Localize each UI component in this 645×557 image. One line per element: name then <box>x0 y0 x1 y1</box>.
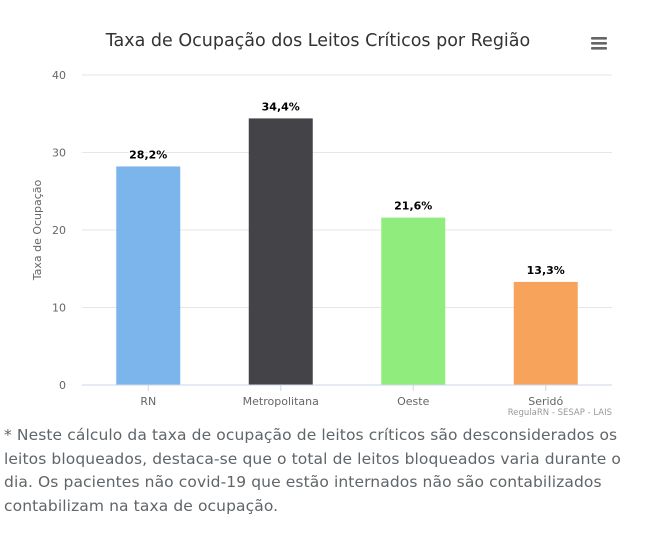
bar-metropolitana[interactable] <box>248 118 313 386</box>
x-tick-label: Metropolitana <box>243 395 319 408</box>
bar-chart: 0 10 20 30 40 28,2% 34,4% 21,6% 13,3% RN Metropo… <box>31 31 612 418</box>
hamburger-menu-icon[interactable] <box>587 32 611 54</box>
y-axis-ticks: 0 10 20 30 40 <box>52 69 66 392</box>
data-label: 28,2% <box>129 148 167 161</box>
bars <box>116 118 578 386</box>
y-tick-label: 20 <box>52 224 66 237</box>
data-label: 34,4% <box>262 100 300 113</box>
y-tick-label: 0 <box>59 379 66 392</box>
bar-rn[interactable] <box>116 166 181 385</box>
data-label: 13,3% <box>527 264 565 277</box>
bar-serid-[interactable] <box>513 281 578 385</box>
x-tick-label: Seridó <box>528 395 563 408</box>
x-tick-label: RN <box>140 395 156 408</box>
data-label: 21,6% <box>394 200 432 213</box>
bar-oeste[interactable] <box>381 217 446 385</box>
footnote-text: * Neste cálculo da taxa de ocupação de l… <box>4 426 621 515</box>
y-axis-title: Taxa de Ocupação <box>31 179 44 281</box>
chart-container: 0 10 20 30 40 28,2% 34,4% 21,6% 13,3% RN Metropo… <box>31 31 612 418</box>
credits-text[interactable]: RegulaRN - SESAP - LAIS <box>508 408 612 418</box>
x-axis-ticks: RN Metropolitana Oeste Seridó <box>140 385 564 408</box>
x-tick-label: Oeste <box>397 395 429 408</box>
chart-title: Taxa de Ocupação dos Leitos Críticos por… <box>105 31 530 51</box>
y-tick-label: 40 <box>52 69 66 82</box>
data-labels: 28,2% 34,4% 21,6% 13,3% <box>128 99 566 278</box>
y-tick-label: 10 <box>52 302 66 315</box>
y-tick-label: 30 <box>52 147 66 160</box>
